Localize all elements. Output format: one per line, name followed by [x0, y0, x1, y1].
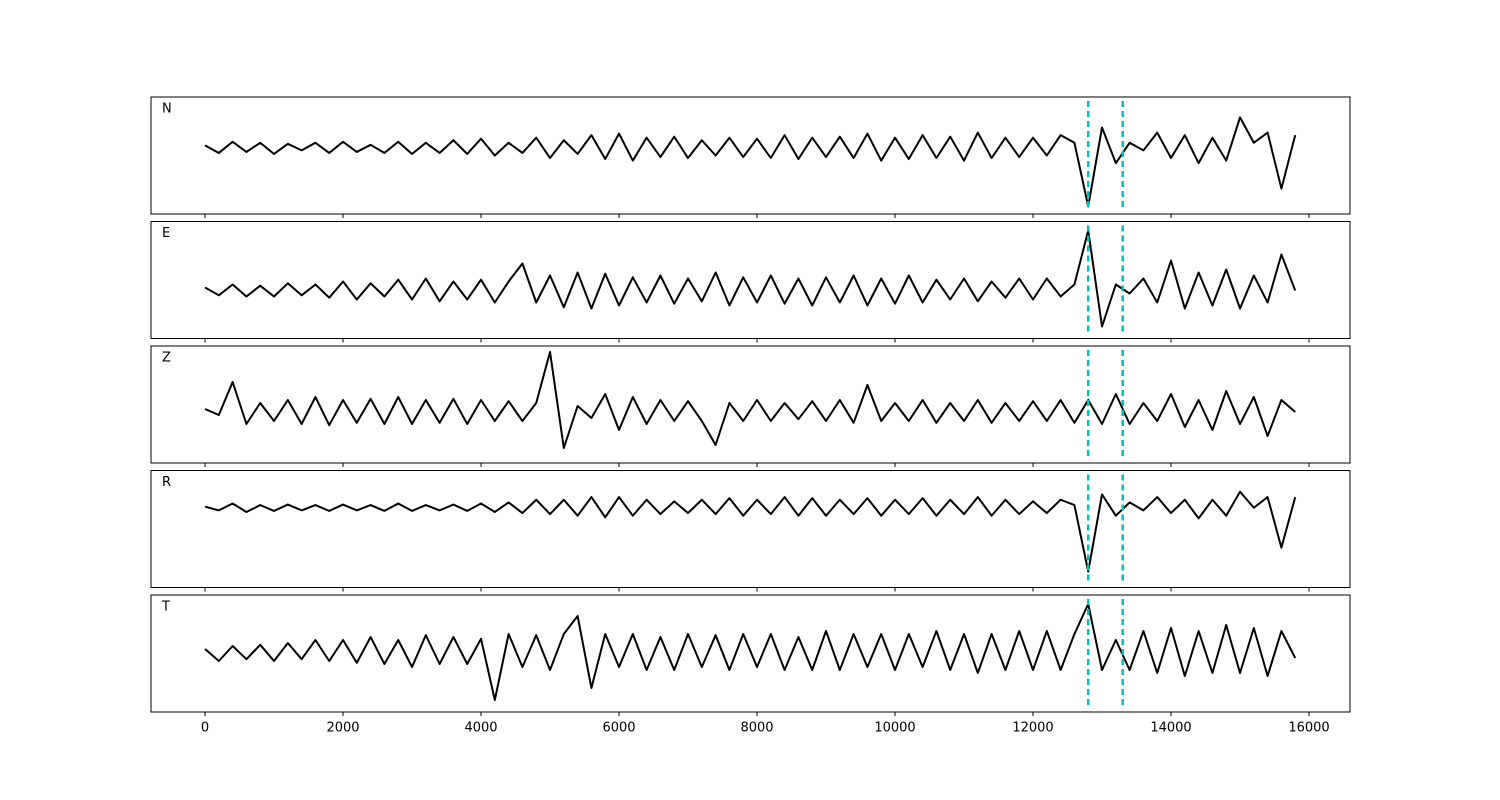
- x-tick-label: 10000: [874, 721, 915, 736]
- panel-frame: [150, 345, 1351, 464]
- panel-frame: [150, 594, 1351, 713]
- trace: [204, 603, 1297, 701]
- panel-frame: [150, 470, 1351, 588]
- panel-frame: [150, 96, 1351, 215]
- panel-label: N: [162, 102, 172, 117]
- x-tick-label: 0: [201, 721, 209, 736]
- panel-label: R: [162, 475, 171, 490]
- panel-label: T: [161, 600, 170, 615]
- trace: [204, 116, 1297, 208]
- panel-label: Z: [162, 351, 171, 366]
- x-tick-label: 16000: [1288, 721, 1329, 736]
- panel-frame: [150, 221, 1351, 339]
- x-tick-label: 4000: [464, 721, 497, 736]
- x-tick-label: 8000: [740, 721, 773, 736]
- x-tick-label: 2000: [326, 721, 359, 736]
- trace: [204, 490, 1297, 573]
- trace: [204, 351, 1296, 449]
- x-tick-label: 6000: [602, 721, 635, 736]
- x-tick-label: 14000: [1150, 721, 1191, 736]
- panel-label: E: [162, 226, 170, 241]
- trace: [204, 229, 1297, 328]
- x-tick-label: 12000: [1012, 721, 1053, 736]
